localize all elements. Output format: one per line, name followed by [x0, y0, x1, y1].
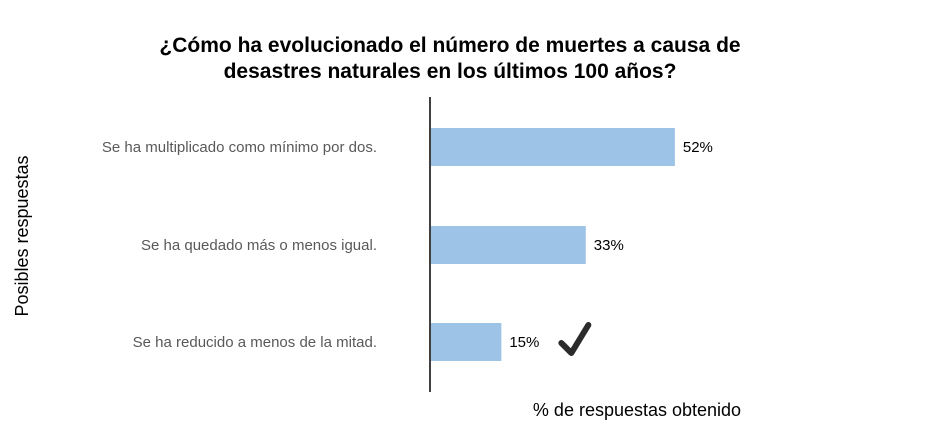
chart-title-line-1: ¿Cómo ha evolucionado el número de muert… — [159, 34, 740, 57]
data-label: 15% — [509, 334, 539, 351]
bar — [431, 128, 675, 166]
chart-title-line-2: desastres naturales en los últimos 100 a… — [224, 60, 677, 83]
plot-area: Se ha multiplicado como mínimo por dos. 5… — [102, 128, 713, 361]
x-axis-title: % de respuestas obtenido — [533, 400, 741, 420]
bar — [431, 226, 586, 264]
data-label: 52% — [683, 139, 713, 156]
category-label: Se ha quedado más o menos igual. — [141, 237, 377, 254]
bar — [431, 323, 502, 361]
y-axis-title: Posibles respuestas — [12, 155, 32, 316]
category-label: Se ha multiplicado como mínimo por dos. — [102, 139, 377, 156]
check-mark-icon — [558, 322, 592, 356]
category-label: Se ha reducido a menos de la mitad. — [133, 334, 377, 351]
data-label: 33% — [594, 237, 624, 254]
